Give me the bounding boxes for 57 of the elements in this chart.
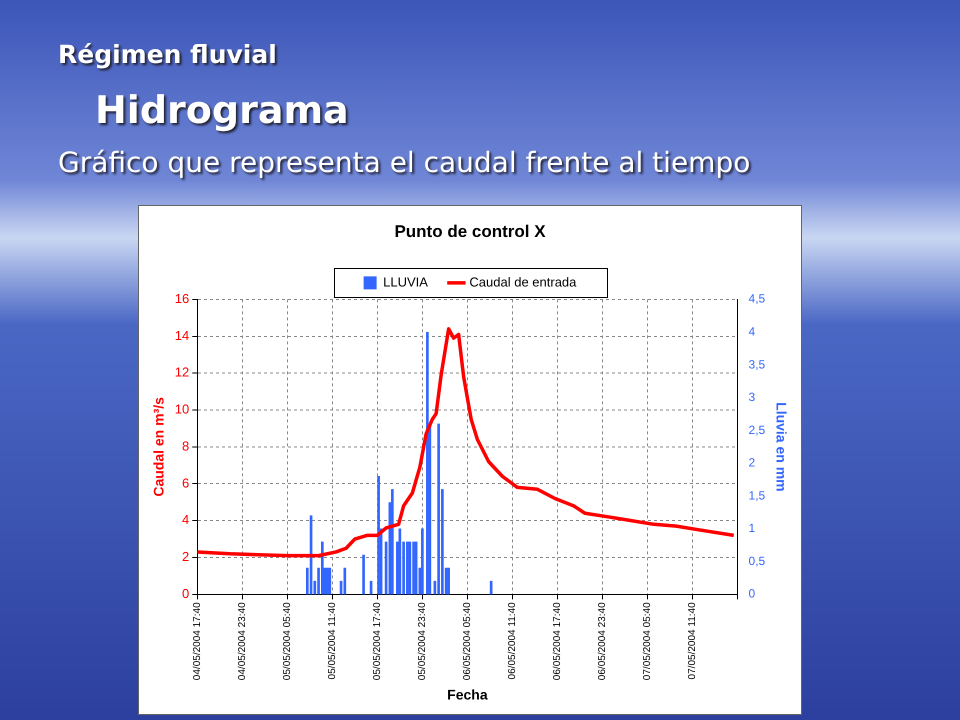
y-tick-label: 4 bbox=[182, 512, 190, 528]
x-axis-title: Fecha bbox=[447, 686, 488, 702]
x-tick-label: 04/05/2004 17:40 bbox=[192, 602, 204, 680]
bar bbox=[437, 424, 440, 594]
x-tick-label: 05/05/2004 23:40 bbox=[417, 602, 428, 680]
y-tick-label: 14 bbox=[174, 328, 190, 343]
bar bbox=[490, 580, 492, 594]
y-tick-label: 16 bbox=[174, 290, 190, 306]
y-axis-title: Caudal en m³/s bbox=[150, 396, 166, 497]
text: Hidrograma bbox=[95, 88, 349, 132]
bar bbox=[344, 568, 346, 594]
x-tick-label: 06/05/2004 17:40 bbox=[552, 602, 564, 680]
bar bbox=[328, 568, 332, 594]
bar bbox=[391, 489, 394, 594]
bar bbox=[377, 476, 380, 594]
y-tick-label: 10 bbox=[174, 402, 190, 417]
y2-tick-label: 2 bbox=[748, 456, 756, 470]
bar bbox=[310, 515, 312, 594]
y-tick-label: 6 bbox=[182, 475, 190, 490]
y2-tick-label: 1,5 bbox=[748, 488, 766, 502]
x-tick-label: 05/05/2004 11:40 bbox=[327, 602, 338, 680]
bar bbox=[426, 332, 429, 594]
bar bbox=[447, 568, 450, 594]
chart-title: Punto de control X bbox=[394, 222, 546, 241]
y2-tick-label: 4,5 bbox=[748, 292, 766, 306]
x-tick-label: 06/05/2004 11:40 bbox=[507, 602, 518, 680]
y-tick-label: 8 bbox=[182, 438, 190, 454]
x-tick-label: 07/05/2004 05:40 bbox=[642, 602, 654, 680]
bar bbox=[370, 580, 372, 594]
x-tick-label: 04/05/2004 23:40 bbox=[237, 602, 248, 680]
bar bbox=[406, 542, 409, 594]
legend-label: LLUVIA bbox=[383, 274, 428, 290]
bar bbox=[421, 528, 424, 594]
y2-tick-label: 0,5 bbox=[748, 554, 766, 568]
x-tick-label: 06/05/2004 23:40 bbox=[597, 602, 608, 680]
legend-label: Caudal de entrada bbox=[469, 274, 578, 290]
x-tick-label: 05/05/2004 05:40 bbox=[282, 602, 294, 680]
x-tick-label: 07/05/2004 11:40 bbox=[687, 602, 698, 680]
y2-axis-title: Lluvia en mm bbox=[774, 402, 790, 492]
y-tick-label: 2 bbox=[182, 549, 190, 564]
y2-tick-label: 3,5 bbox=[748, 357, 766, 372]
y2-tick-label: 0 bbox=[748, 586, 756, 601]
x-tick-label: 06/05/2004 05:40 bbox=[462, 602, 474, 680]
y2-tick-label: 4 bbox=[748, 324, 756, 338]
y2-tick-label: 1 bbox=[748, 521, 756, 536]
text: Gráfico que representa el caudal frente al tiempo bbox=[58, 146, 750, 179]
y-tick-label: 12 bbox=[174, 364, 190, 380]
y-tick-label: 0 bbox=[182, 586, 190, 601]
x-tick-label: 05/05/2004 17:40 bbox=[372, 602, 384, 680]
bar bbox=[362, 554, 365, 594]
text: Régimen fluvial bbox=[58, 40, 277, 69]
y2-tick-label: 3 bbox=[748, 390, 756, 404]
y2-tick-label: 2,5 bbox=[748, 422, 766, 437]
bar bbox=[414, 542, 418, 594]
bar bbox=[398, 528, 402, 594]
bar bbox=[412, 542, 415, 594]
bar bbox=[408, 542, 412, 594]
